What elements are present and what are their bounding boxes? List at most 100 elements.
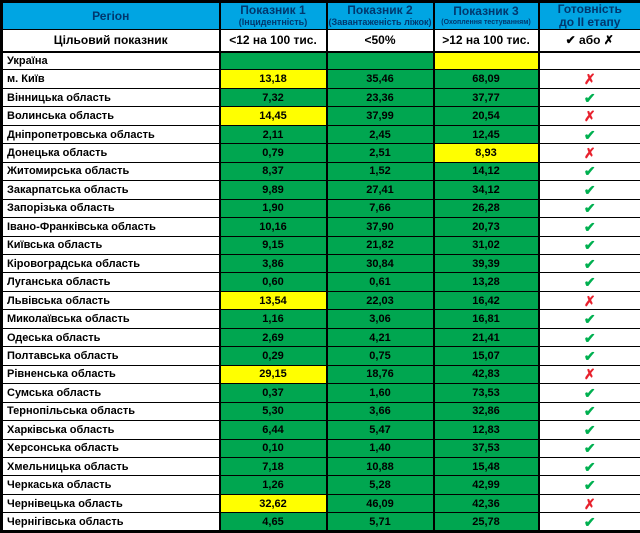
indicator2-value-cell[interactable]: 3,66 bbox=[325, 401, 434, 422]
indicator2-value-cell[interactable]: 37,99 bbox=[325, 106, 434, 126]
readiness-check-icon[interactable]: ✔ bbox=[537, 124, 640, 145]
header-region[interactable]: Регіон bbox=[1, 1, 220, 30]
readiness-check-icon[interactable]: ✔ bbox=[537, 87, 640, 108]
indicator3-value-cell[interactable]: 34,12 bbox=[432, 180, 539, 200]
indicator3-value-cell[interactable]: 15,48 bbox=[432, 456, 539, 477]
indicator1-value-cell[interactable]: 1,26 bbox=[218, 475, 327, 495]
readiness-check-icon[interactable]: ✔ bbox=[537, 401, 640, 422]
target-label-cell[interactable]: Цільовий показник bbox=[1, 29, 220, 53]
region-cell[interactable]: м. Київ bbox=[1, 69, 220, 89]
readiness-mark-cell[interactable] bbox=[537, 50, 640, 71]
indicator2-value-cell[interactable]: 0,61 bbox=[325, 272, 434, 292]
region-cell[interactable]: Запорізька область bbox=[1, 198, 220, 219]
indicator3-value-cell[interactable]: 16,81 bbox=[432, 309, 539, 329]
indicator1-value-cell[interactable]: 32,62 bbox=[218, 493, 327, 514]
indicator1-value-cell[interactable]: 0,10 bbox=[218, 438, 327, 458]
indicator3-value-cell[interactable]: 26,28 bbox=[432, 198, 539, 219]
header-indicator2[interactable]: Показник 2 (Завантаженість ліжок) bbox=[325, 1, 434, 30]
indicator2-value-cell[interactable]: 2,45 bbox=[325, 124, 434, 145]
readiness-cross-icon[interactable]: ✗ bbox=[537, 106, 640, 126]
indicator3-value-cell[interactable]: 31,02 bbox=[432, 235, 539, 255]
region-cell[interactable]: Житомирська область bbox=[1, 161, 220, 182]
indicator1-value-cell[interactable]: 0,29 bbox=[218, 346, 327, 366]
indicator1-value-cell[interactable]: 1,16 bbox=[218, 309, 327, 329]
region-cell[interactable]: Миколаївська область bbox=[1, 309, 220, 329]
indicator1-value-cell[interactable]: 1,90 bbox=[218, 198, 327, 219]
indicator3-value-cell[interactable]: 20,73 bbox=[432, 217, 539, 237]
region-cell[interactable]: Кіровоградська область bbox=[1, 253, 220, 274]
indicator1-value-cell[interactable]: 5,30 bbox=[218, 401, 327, 422]
indicator2-value-cell[interactable]: 5,47 bbox=[325, 420, 434, 440]
target-indicator2-cell[interactable]: <50% bbox=[325, 29, 434, 53]
indicator3-value-cell[interactable]: 12,45 bbox=[432, 124, 539, 145]
region-cell[interactable]: Волинська область bbox=[1, 106, 220, 126]
indicator3-value-cell[interactable]: 37,77 bbox=[432, 87, 539, 108]
readiness-check-icon[interactable]: ✔ bbox=[537, 456, 640, 477]
indicator1-value-cell[interactable] bbox=[218, 50, 327, 71]
indicator3-value-cell[interactable]: 42,99 bbox=[432, 475, 539, 495]
target-readiness-cell[interactable]: ✔ або ✗ bbox=[537, 29, 640, 53]
indicator3-value-cell[interactable] bbox=[432, 50, 539, 71]
region-cell[interactable]: Україна bbox=[1, 50, 220, 71]
readiness-check-icon[interactable]: ✔ bbox=[537, 309, 640, 329]
indicator2-value-cell[interactable]: 35,46 bbox=[325, 69, 434, 89]
indicator3-value-cell[interactable]: 15,07 bbox=[432, 346, 539, 366]
readiness-check-icon[interactable]: ✔ bbox=[537, 272, 640, 292]
indicator2-value-cell[interactable]: 23,36 bbox=[325, 87, 434, 108]
indicator1-value-cell[interactable]: 9,15 bbox=[218, 235, 327, 255]
indicator2-value-cell[interactable]: 7,66 bbox=[325, 198, 434, 219]
indicator2-value-cell[interactable]: 37,90 bbox=[325, 217, 434, 237]
readiness-cross-icon[interactable]: ✗ bbox=[537, 364, 640, 385]
indicator1-value-cell[interactable]: 0,60 bbox=[218, 272, 327, 292]
readiness-check-icon[interactable]: ✔ bbox=[537, 253, 640, 274]
indicator3-value-cell[interactable]: 12,83 bbox=[432, 420, 539, 440]
indicator2-value-cell[interactable]: 0,75 bbox=[325, 346, 434, 366]
indicator1-value-cell[interactable]: 2,11 bbox=[218, 124, 327, 145]
readiness-check-icon[interactable]: ✔ bbox=[537, 475, 640, 495]
readiness-check-icon[interactable]: ✔ bbox=[537, 217, 640, 237]
region-cell[interactable]: Львівська область bbox=[1, 290, 220, 311]
indicator1-value-cell[interactable]: 7,32 bbox=[218, 87, 327, 108]
region-cell[interactable]: Харківська область bbox=[1, 420, 220, 440]
indicator1-value-cell[interactable]: 9,89 bbox=[218, 180, 327, 200]
region-cell[interactable]: Закарпатська область bbox=[1, 180, 220, 200]
indicator3-value-cell[interactable]: 8,93 bbox=[432, 143, 539, 163]
readiness-check-icon[interactable]: ✔ bbox=[537, 438, 640, 458]
readiness-check-icon[interactable]: ✔ bbox=[537, 327, 640, 348]
indicator2-value-cell[interactable]: 5,28 bbox=[325, 475, 434, 495]
indicator1-value-cell[interactable]: 7,18 bbox=[218, 456, 327, 477]
header-indicator1[interactable]: Показник 1 (Інцидентність) bbox=[218, 1, 327, 30]
readiness-check-icon[interactable]: ✔ bbox=[537, 420, 640, 440]
indicator2-value-cell[interactable]: 30,84 bbox=[325, 253, 434, 274]
indicator1-value-cell[interactable]: 13,18 bbox=[218, 69, 327, 89]
indicator2-value-cell[interactable]: 4,21 bbox=[325, 327, 434, 348]
indicator3-value-cell[interactable]: 21,41 bbox=[432, 327, 539, 348]
region-cell[interactable]: Донецька область bbox=[1, 143, 220, 163]
readiness-cross-icon[interactable]: ✗ bbox=[537, 143, 640, 163]
readiness-cross-icon[interactable]: ✗ bbox=[537, 493, 640, 514]
indicator2-value-cell[interactable]: 18,76 bbox=[325, 364, 434, 385]
region-cell[interactable]: Чернівецька область bbox=[1, 493, 220, 514]
target-indicator3-cell[interactable]: >12 на 100 тис. bbox=[432, 29, 539, 53]
indicator1-value-cell[interactable]: 3,86 bbox=[218, 253, 327, 274]
readiness-cross-icon[interactable]: ✗ bbox=[537, 69, 640, 89]
indicator1-value-cell[interactable]: 8,37 bbox=[218, 161, 327, 182]
indicator3-value-cell[interactable]: 42,36 bbox=[432, 493, 539, 514]
readiness-cross-icon[interactable]: ✗ bbox=[537, 290, 640, 311]
region-cell[interactable]: Луганська область bbox=[1, 272, 220, 292]
indicator1-value-cell[interactable]: 13,54 bbox=[218, 290, 327, 311]
readiness-check-icon[interactable]: ✔ bbox=[537, 198, 640, 219]
region-cell[interactable]: Чернігівська область bbox=[1, 512, 220, 532]
readiness-check-icon[interactable]: ✔ bbox=[537, 346, 640, 366]
indicator1-value-cell[interactable]: 2,69 bbox=[218, 327, 327, 348]
region-cell[interactable]: Полтавська область bbox=[1, 346, 220, 366]
indicator2-value-cell[interactable]: 1,60 bbox=[325, 383, 434, 403]
region-cell[interactable]: Черкаська область bbox=[1, 475, 220, 495]
indicator2-value-cell[interactable]: 27,41 bbox=[325, 180, 434, 200]
indicator3-value-cell[interactable]: 14,12 bbox=[432, 161, 539, 182]
readiness-check-icon[interactable]: ✔ bbox=[537, 235, 640, 255]
indicator3-value-cell[interactable]: 68,09 bbox=[432, 69, 539, 89]
indicator3-value-cell[interactable]: 25,78 bbox=[432, 512, 539, 532]
indicator2-value-cell[interactable]: 21,82 bbox=[325, 235, 434, 255]
readiness-check-icon[interactable]: ✔ bbox=[537, 383, 640, 403]
